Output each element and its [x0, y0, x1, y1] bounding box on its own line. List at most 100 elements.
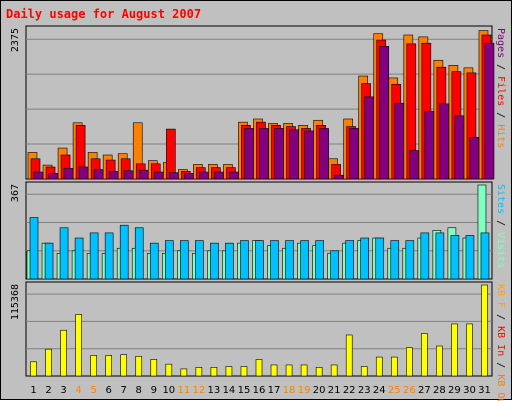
legend-part: Files — [495, 76, 506, 106]
bar-kbytes-day-28 — [436, 345, 443, 377]
bar-sites-day-18 — [285, 240, 294, 280]
legend-part: KB In — [495, 326, 506, 356]
legend-part: KB F — [495, 284, 506, 308]
bar-files-day-10 — [165, 128, 176, 180]
x-tick-label-27: 27 — [418, 385, 431, 396]
bar-sites-day-10 — [164, 240, 174, 280]
bar-pages-day-16 — [259, 128, 269, 180]
bar-kbytes-day-13 — [210, 367, 218, 377]
legend-part: / — [495, 356, 506, 374]
bar-kbytes-day-6 — [105, 355, 112, 377]
x-tick-label-23: 23 — [358, 385, 371, 396]
x-tick-label-14: 14 — [223, 385, 236, 396]
x-tick-label-3: 3 — [60, 385, 66, 396]
bar-sites-day-7 — [119, 224, 129, 280]
x-tick-label-24: 24 — [373, 385, 386, 396]
x-tick-label-12: 12 — [193, 385, 206, 396]
bar-kbytes-day-20 — [315, 367, 323, 377]
bar-sites-day-12 — [195, 240, 204, 280]
x-tick-label-29: 29 — [448, 385, 461, 396]
bar-kbytes-day-2 — [45, 348, 52, 377]
bar-sites-day-30 — [465, 235, 475, 280]
x-tick-label-7: 7 — [121, 385, 127, 396]
bar-sites-day-1 — [29, 217, 39, 280]
legend-part: KB Out — [495, 374, 506, 401]
legend-visits-sites: Sites / Visits — [495, 184, 506, 268]
bar-pages-day-6 — [108, 171, 119, 180]
x-tick-label-28: 28 — [433, 385, 446, 396]
bar-pages-day-28 — [439, 103, 450, 180]
bar-sites-day-3 — [59, 227, 69, 280]
bar-sites-day-14 — [225, 242, 234, 280]
legend-part: / — [495, 58, 506, 76]
bar-pages-day-14 — [229, 171, 239, 180]
bar-kbytes-day-22 — [345, 334, 353, 377]
legend-part: Visits — [495, 232, 506, 268]
x-tick-label-17: 17 — [268, 385, 281, 396]
bar-pages-day-21 — [334, 174, 344, 180]
x-tick-label-6: 6 — [105, 385, 111, 396]
bar-pages-day-23 — [364, 96, 375, 180]
bar-pages-day-26 — [409, 150, 420, 180]
bar-kbytes-day-9 — [150, 359, 158, 377]
bar-sites-day-28 — [435, 232, 445, 280]
bar-kbytes-day-15 — [240, 366, 248, 377]
bar-kbytes-day-26 — [406, 347, 413, 377]
bar-kbytes-day-24 — [375, 356, 383, 377]
bar-sites-day-24 — [375, 237, 385, 280]
bar-sites-day-29 — [450, 235, 460, 280]
bar-pages-day-27 — [424, 111, 435, 180]
bar-sites-day-25 — [390, 240, 400, 280]
legend-part: Sites — [495, 184, 506, 214]
bar-sites-day-26 — [405, 240, 415, 280]
legend-part: / — [495, 214, 506, 232]
bar-sites-day-20 — [315, 240, 324, 280]
x-tick-label-2: 2 — [45, 385, 51, 396]
x-tick-label-5: 5 — [90, 385, 96, 396]
bar-pages-day-22 — [349, 128, 359, 180]
bar-pages-day-8 — [138, 169, 149, 180]
x-tick-label-22: 22 — [343, 385, 356, 396]
bar-kbytes-day-16 — [255, 359, 263, 377]
legend-part: Hits — [495, 124, 506, 148]
bar-pages-day-5 — [93, 169, 104, 180]
bar-kbytes-day-8 — [135, 355, 143, 377]
bar-kbytes-day-3 — [60, 329, 67, 377]
x-tick-label-30: 30 — [463, 385, 476, 396]
x-tick-label-16: 16 — [253, 385, 266, 396]
bar-kbytes-day-30 — [466, 323, 473, 377]
bar-pages-day-29 — [454, 115, 465, 180]
bar-pages-day-30 — [469, 137, 480, 180]
bar-kbytes-day-27 — [421, 333, 428, 377]
bar-pages-day-10 — [168, 172, 179, 180]
bar-pages-day-1 — [33, 171, 44, 180]
chart-title: Daily usage for August 2007 — [6, 7, 202, 21]
x-tick-label-10: 10 — [162, 385, 175, 396]
bar-sites-day-15 — [240, 240, 249, 280]
bar-kbytes-day-19 — [300, 364, 308, 377]
bar-sites-day-13 — [210, 242, 219, 280]
bar-kbytes-day-12 — [195, 367, 203, 377]
x-tick-label-4: 4 — [75, 385, 81, 396]
y-max-label: 2375 — [10, 28, 21, 52]
bar-pages-day-19 — [304, 130, 314, 180]
bar-sites-day-22 — [345, 240, 354, 280]
bar-sites-day-2 — [44, 242, 54, 280]
bar-pages-day-4 — [78, 166, 89, 180]
bar-kbytes-day-23 — [360, 366, 368, 377]
bar-sites-day-5 — [89, 232, 99, 280]
x-tick-label-31: 31 — [478, 385, 491, 396]
bar-kbytes-day-4 — [75, 314, 82, 377]
x-tick-label-11: 11 — [177, 385, 190, 396]
x-tick-label-18: 18 — [283, 385, 296, 396]
bar-kbytes-day-5 — [90, 355, 97, 377]
bar-pages-day-13 — [214, 171, 224, 180]
bar-sites-day-27 — [420, 232, 430, 280]
x-tick-label-1: 1 — [30, 385, 36, 396]
x-tick-label-21: 21 — [328, 385, 341, 396]
legend-part: Pages — [495, 28, 506, 58]
bar-kbytes-day-11 — [180, 368, 188, 377]
x-tick-label-20: 20 — [313, 385, 326, 396]
x-tick-label-8: 8 — [136, 385, 142, 396]
